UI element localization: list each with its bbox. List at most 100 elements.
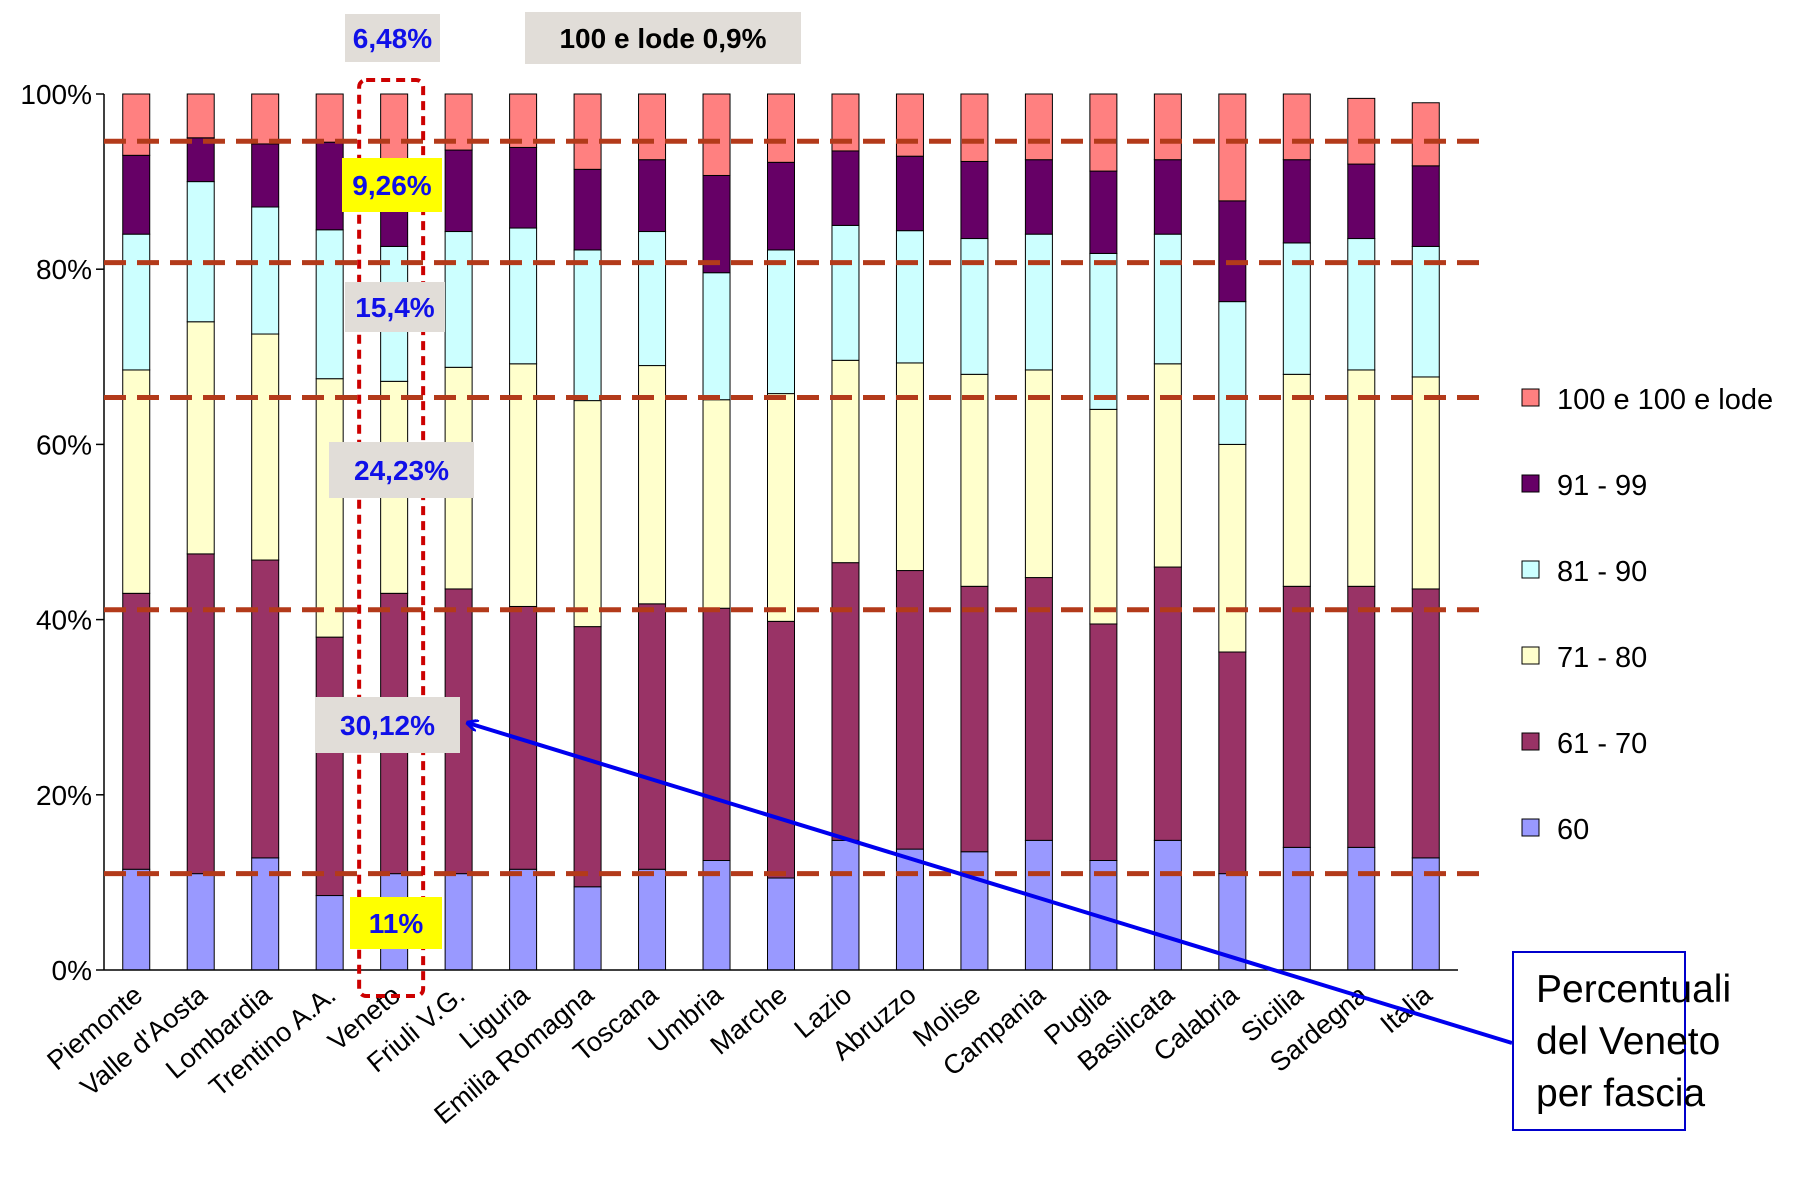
bar-segment-italia-91-99 bbox=[1411, 165, 1440, 247]
bar-segment-trentino-a-a-71-80 bbox=[315, 378, 344, 638]
bar-segment-sardegna-81-90 bbox=[1347, 238, 1376, 371]
legend-swatch-81-90 bbox=[1521, 560, 1540, 579]
bar-segment-sicilia-60 bbox=[1282, 846, 1311, 971]
bar-segment-calabria-91-99 bbox=[1218, 200, 1247, 303]
annotation-box bbox=[329, 442, 474, 498]
bar-segment-marche-81-90 bbox=[767, 249, 795, 395]
bar-segment-liguria-60 bbox=[509, 868, 538, 971]
callout-arrow bbox=[468, 723, 1513, 1045]
callout-text-line: del Veneto bbox=[1536, 1020, 1720, 1063]
legend-label-71-80: 71 - 80 bbox=[1557, 642, 1647, 674]
bar-segment-emilia-romagna-71-80 bbox=[573, 400, 602, 628]
bar-segment-abruzzo-60 bbox=[895, 848, 924, 971]
bar-segment-umbria-81-90 bbox=[702, 272, 731, 401]
annotation-box bbox=[350, 897, 442, 949]
bar-segment-puglia-61-70 bbox=[1089, 623, 1118, 861]
bar-segment-valle-d-aosta-71-80 bbox=[186, 321, 215, 555]
bar-segment-campania-81-90 bbox=[1024, 233, 1053, 371]
bar-segment-friuli-v-g-60 bbox=[444, 873, 473, 971]
bar-segment-emilia-romagna-60 bbox=[573, 886, 602, 971]
bar-segment-calabria-71-80 bbox=[1218, 443, 1247, 653]
annotation-label: 9,26% bbox=[352, 170, 431, 201]
y-tick-label: 0% bbox=[52, 955, 92, 986]
bar-segment-basilicata-71-80 bbox=[1153, 363, 1182, 568]
bar-segment-umbria-71-80 bbox=[702, 399, 731, 609]
bar-segment-italia-81-90 bbox=[1411, 245, 1440, 378]
bar-segment-sardegna-91-99 bbox=[1347, 163, 1376, 240]
bar-segment-marche-91-99 bbox=[767, 161, 795, 251]
bar-segment-molise-91-99 bbox=[960, 160, 989, 240]
bar-segment-lazio-81-90 bbox=[831, 224, 860, 361]
legend-label-60: 60 bbox=[1557, 814, 1589, 846]
bar-segment-sicilia-71-80 bbox=[1282, 373, 1311, 587]
callout-text-line: per fascia bbox=[1536, 1072, 1705, 1115]
chart-bars bbox=[122, 93, 1440, 971]
veneto-highlight-box bbox=[357, 78, 426, 998]
bar-segment-molise-81-90 bbox=[960, 238, 989, 375]
legend: 100 e 100 e lode 91 - 99 81 - 90 71 - 80 61 … bbox=[1521, 384, 1773, 846]
annotation-label: 15,4% bbox=[355, 292, 434, 323]
bar-segment-trentino-a-a-61-70 bbox=[315, 636, 344, 897]
bar-segment-italia-100-e-100-e-lode bbox=[1411, 102, 1440, 167]
bar-segment-molise-100-e-100-e-lode bbox=[960, 93, 989, 162]
y-tick-label: 100% bbox=[20, 79, 92, 110]
bar-segment-lombardia-91-99 bbox=[251, 143, 280, 208]
callout-box bbox=[1512, 951, 1686, 1131]
bar-segment-sardegna-71-80 bbox=[1347, 369, 1376, 587]
bar-segment-sardegna-60 bbox=[1347, 846, 1376, 971]
bar-segment-emilia-romagna-81-90 bbox=[573, 249, 602, 402]
bar-segment-campania-91-99 bbox=[1024, 159, 1053, 235]
legend-swatch-61-70 bbox=[1521, 732, 1540, 751]
bar-segment-italia-71-80 bbox=[1411, 376, 1440, 590]
legend-label-91-99: 91 - 99 bbox=[1557, 470, 1647, 502]
bar-segment-molise-61-70 bbox=[960, 585, 989, 853]
bar-segment-puglia-71-80 bbox=[1089, 408, 1118, 625]
bar-segment-puglia-91-99 bbox=[1089, 170, 1118, 254]
bar-segment-valle-d-aosta-61-70 bbox=[186, 553, 215, 875]
bar-segment-marche-71-80 bbox=[767, 393, 795, 622]
annotations: 6,48% 100 e lode 0,9% 9,26% 15,4% 24,23% 30,1… bbox=[315, 12, 801, 949]
bar-segment-toscana-81-90 bbox=[638, 231, 667, 367]
legend-swatch-91-99 bbox=[1521, 474, 1540, 493]
legend-swatch-100-e-100-e-lode bbox=[1521, 388, 1540, 407]
bar-segment-valle-d-aosta-81-90 bbox=[186, 181, 215, 323]
bar-segment-toscana-60 bbox=[638, 868, 667, 971]
y-tick-label: 40% bbox=[36, 605, 92, 636]
bar-segment-friuli-v-g-91-99 bbox=[444, 149, 473, 233]
bar-segment-piemonte-60 bbox=[122, 868, 151, 971]
bar-segment-abruzzo-100-e-100-e-lode bbox=[895, 93, 924, 157]
bar-segment-lazio-71-80 bbox=[831, 359, 860, 564]
y-axis-tick-labels: 0% 20% 40% 60% 80% 100% bbox=[20, 79, 92, 986]
bar-segment-trentino-a-a-91-99 bbox=[315, 141, 344, 231]
bar-segment-marche-61-70 bbox=[767, 620, 795, 879]
bar-segment-umbria-61-70 bbox=[702, 607, 731, 861]
bar-segment-sicilia-61-70 bbox=[1282, 585, 1311, 848]
bar-segment-trentino-a-a-60 bbox=[315, 895, 344, 971]
bar-segment-piemonte-71-80 bbox=[122, 369, 151, 594]
annotation-label: 100 e lode 0,9% bbox=[559, 23, 766, 54]
bar-segment-umbria-91-99 bbox=[702, 174, 731, 274]
legend-swatch-71-80 bbox=[1521, 646, 1540, 665]
bar-segment-abruzzo-81-90 bbox=[895, 230, 924, 364]
bar-segment-veneto-100-e-100-e-lode bbox=[380, 93, 409, 166]
annotation-label: 11% bbox=[369, 908, 424, 939]
bar-segment-lombardia-71-80 bbox=[251, 333, 280, 561]
bar-segment-lombardia-60 bbox=[251, 857, 280, 971]
bar-segment-toscana-100-e-100-e-lode bbox=[638, 93, 667, 161]
y-tick-label: 60% bbox=[36, 429, 92, 460]
bar-segment-basilicata-60 bbox=[1153, 839, 1182, 971]
bar-segment-sicilia-100-e-100-e-lode bbox=[1282, 93, 1311, 161]
legend-swatch-60 bbox=[1521, 818, 1540, 837]
bar-segment-calabria-61-70 bbox=[1218, 651, 1247, 875]
bar-segment-campania-60 bbox=[1024, 839, 1053, 971]
bar-segment-emilia-romagna-100-e-100-e-lode bbox=[573, 93, 602, 170]
bar-segment-molise-71-80 bbox=[960, 373, 989, 587]
bar-segment-lombardia-100-e-100-e-lode bbox=[251, 93, 280, 145]
bar-segment-liguria-81-90 bbox=[509, 227, 538, 365]
bar-segment-liguria-100-e-100-e-lode bbox=[509, 93, 538, 148]
bar-segment-marche-100-e-100-e-lode bbox=[767, 93, 795, 163]
annotation-box bbox=[315, 697, 460, 753]
bar-segment-lazio-61-70 bbox=[831, 562, 860, 841]
